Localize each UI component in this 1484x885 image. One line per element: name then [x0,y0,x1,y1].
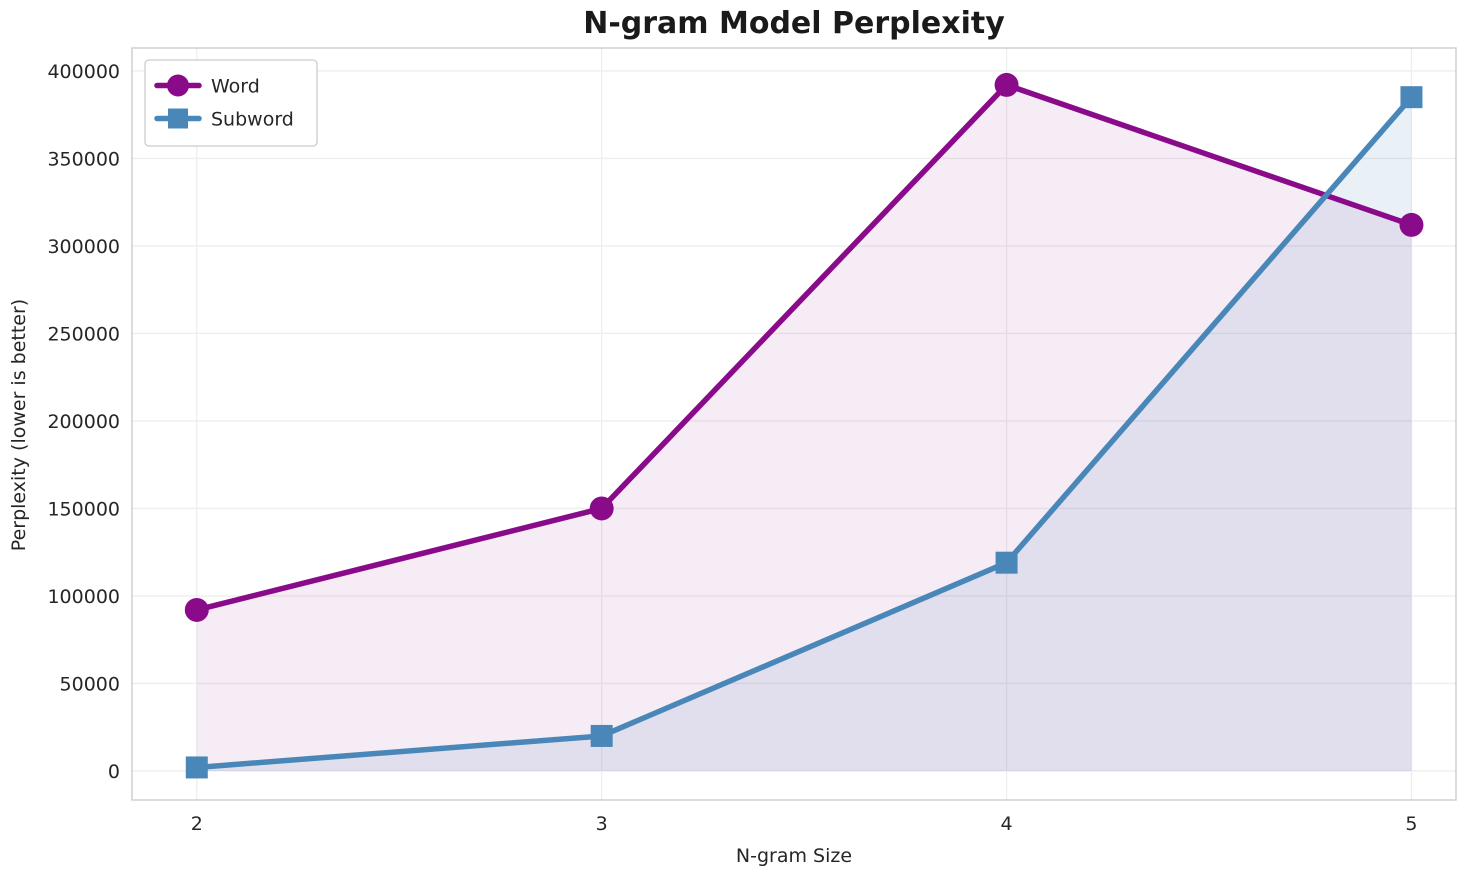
x-tick-label: 4 [1001,813,1013,835]
subword-area-fill [196,97,1412,771]
legend-marker-word [167,74,189,97]
word-marker [184,597,209,622]
plot-area-border [131,47,1457,801]
y-axis-label: Perplexity (lower is better) [8,299,30,551]
legend-label-subword: Subword [211,109,294,131]
x-tick-label: 2 [191,813,203,835]
subword-marker [590,724,613,747]
y-tick-label: 400000 [47,61,120,83]
subword-marker [995,551,1018,574]
y-tick-label: 150000 [47,498,120,520]
word-marker [1399,212,1424,237]
subword-marker [1400,86,1423,109]
y-tick-label: 300000 [47,236,120,258]
x-axis-label: N-gram Size [736,845,852,867]
y-tick-label: 0 [108,761,120,783]
legend-marker-subword [168,108,188,129]
area-fills [196,84,1412,771]
y-tick-label: 100000 [47,586,120,608]
word-marker [589,496,614,521]
word-marker [994,72,1019,97]
chart-title: N-gram Model Perplexity [583,6,1005,41]
series-lines [194,82,1415,771]
word-area-fill [196,84,1412,771]
y-tick-label: 200000 [47,411,120,433]
x-tick-label: 5 [1405,813,1417,835]
series-markers [184,72,1424,779]
subword-series-line [194,94,1415,771]
word-series-line [194,82,1415,613]
legend-label-word: Word [211,76,260,98]
x-tick-label: 3 [596,813,608,835]
legend-box [144,59,318,147]
gridlines [132,48,1456,800]
y-tick-label: 250000 [47,323,120,345]
y-tick-label: 50000 [60,673,120,695]
tick-labels: 0 50000 100000 150000 200000 250000 300000 3500… [47,61,1417,835]
legend: Word Subword [144,59,318,147]
subword-marker [185,756,208,779]
y-tick-label: 350000 [47,148,120,170]
